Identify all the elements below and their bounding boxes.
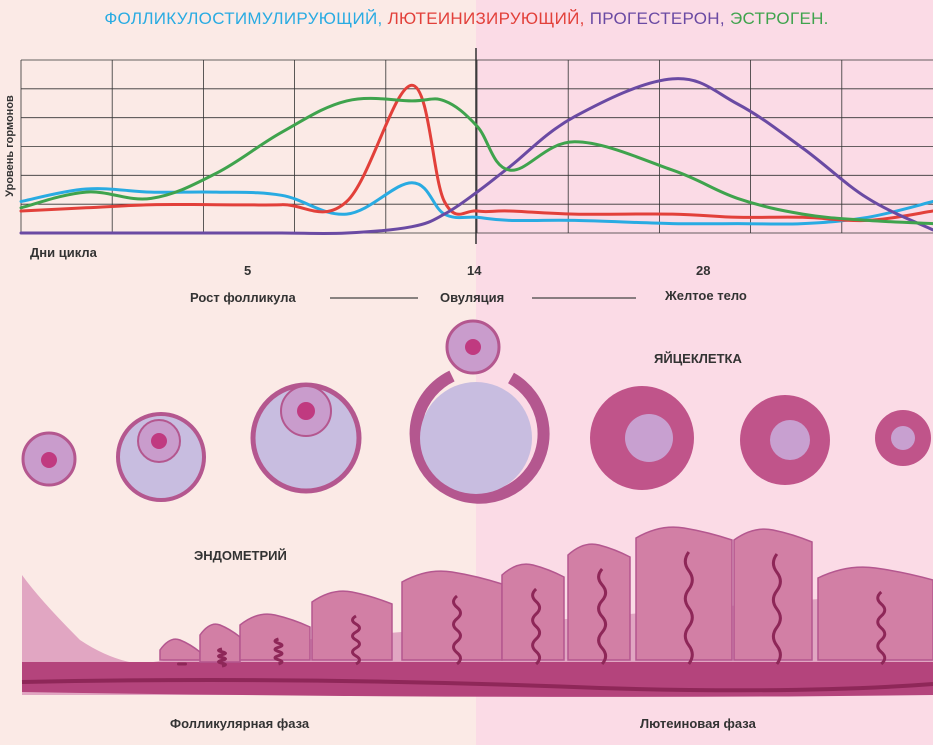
phase-corpus-luteum: Желтое тело [665,288,747,303]
phase-follicle-growth: Рост фолликула [190,290,296,305]
follicle-stages [21,319,931,504]
chart-grid [20,59,933,234]
tick-day-28: 28 [696,263,711,278]
endometrial-gland [597,568,608,665]
endometrium-layer [21,526,933,697]
hormone-curves [19,77,933,235]
endometrium-fold [199,623,241,663]
y-axis-label: Уровень гормонов [4,95,16,197]
tick-day-5: 5 [244,263,252,278]
endometrium-vessel [21,678,933,693]
endometrium-fold [239,613,311,661]
x-axis-label: Дни цикла [30,245,97,260]
legend-lh: ЛЮТЕИНИЗИРУЮЩИЙ, [387,9,590,28]
progesterone-curve [19,77,933,235]
endometrial-gland [452,594,462,666]
endometrial-gland [273,637,284,666]
endometrium-fold [159,638,201,661]
follicle-secondary [116,412,206,502]
endometrium-fold [817,566,933,661]
corpus-luteum-3 [875,410,931,466]
legend-estrogen: ЭСТРОГЕН. [729,9,829,28]
follicle-ovulating [409,370,550,504]
follicle-tertiary [250,382,362,494]
endometrium-fold [567,543,631,661]
corpus-luteum-1 [590,386,694,490]
tick-day-14: 14 [467,263,482,278]
endometrial-gland [351,614,361,666]
fsh-curve [19,181,933,226]
endometrial-gland [771,553,782,665]
legend-progesterone: ПРОГЕСТЕРОН, [589,9,730,28]
endometrial-gland [683,551,694,665]
endometrium-fold [401,570,503,661]
endometrial-gland [876,590,887,666]
legend-fsh: ФОЛЛИКУЛОСТИМУЛИРУЮЩИЙ, [104,9,388,28]
follicular-background [0,0,476,745]
hormone-legend-title: ФОЛЛИКУЛОСТИМУЛИРУЮЩИЙ, ЛЮТЕИНИЗИРУЮЩИЙ,… [0,9,933,29]
endometrium-label: ЭНДОМЕТРИЙ [194,548,287,563]
estrogen-curve [19,96,933,226]
phase-ovulation: Овуляция [440,290,505,305]
endometrium-fold [635,526,733,661]
endometrium-fold [311,590,393,661]
lh-curve [19,83,933,223]
follicular-phase-label: Фолликулярная фаза [170,716,310,731]
corpus-luteum-2 [740,395,830,485]
luteal-phase-label: Лютеиновая фаза [640,716,756,731]
released-egg [445,319,501,375]
follicle-primary [21,431,77,487]
endometrial-gland [531,587,542,666]
egg-label: ЯЙЦЕКЛЕТКА [654,351,742,366]
endometrial-gland [217,647,227,668]
endometrium-fold [501,563,565,661]
